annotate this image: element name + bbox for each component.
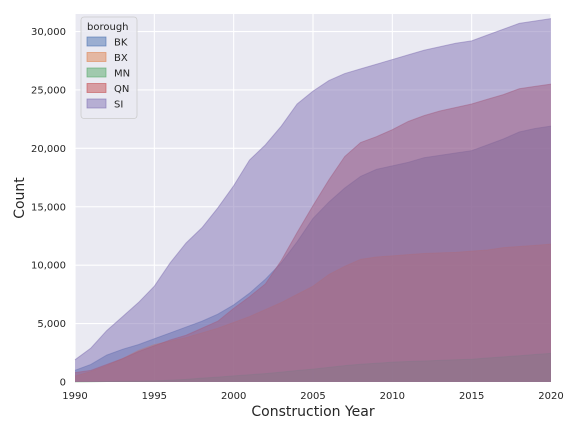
legend-label: SI bbox=[114, 100, 123, 111]
area-si bbox=[75, 18, 551, 383]
x-axis-label: Construction Year bbox=[251, 404, 374, 420]
x-tick-label: 2005 bbox=[300, 391, 325, 402]
legend-swatch-qn bbox=[86, 83, 107, 93]
x-axis-ticks: 1990 1995 2000 2005 2010 2015 2020 bbox=[62, 391, 563, 402]
legend-label: MN bbox=[114, 69, 130, 80]
x-tick-label: 2020 bbox=[538, 391, 563, 402]
legend-label: BX bbox=[114, 53, 128, 64]
legend-swatch-si bbox=[86, 98, 107, 109]
y-axis-label: Count bbox=[12, 177, 28, 219]
legend-title: borough bbox=[87, 22, 129, 33]
y-tick-label: 5,000 bbox=[37, 319, 66, 330]
y-tick-label: 10,000 bbox=[31, 261, 66, 272]
legend-label: QN bbox=[114, 84, 129, 95]
x-tick-label: 1990 bbox=[62, 391, 87, 402]
x-tick-label: 1995 bbox=[142, 391, 167, 402]
y-tick-label: 25,000 bbox=[31, 85, 66, 96]
x-tick-label: 2000 bbox=[221, 391, 246, 402]
y-tick-label: 0 bbox=[60, 378, 66, 389]
legend: borough BK BX MN QN SI bbox=[80, 16, 138, 119]
y-axis-ticks: 0 5,000 10,000 15,000 20,000 25,000 30,000 bbox=[31, 27, 66, 388]
series-areas bbox=[74, 18, 552, 383]
y-tick-label: 15,000 bbox=[31, 202, 66, 213]
x-tick-label: 2015 bbox=[459, 391, 484, 402]
legend-swatch-bk bbox=[86, 36, 107, 47]
area-line-si bbox=[74, 18, 552, 361]
legend-label: BK bbox=[114, 38, 128, 49]
x-tick-label: 2010 bbox=[380, 391, 405, 402]
legend-swatch-mn bbox=[86, 67, 107, 78]
legend-swatch-bx bbox=[86, 52, 107, 62]
y-tick-label: 30,000 bbox=[31, 27, 66, 38]
y-tick-label: 20,000 bbox=[31, 144, 66, 155]
